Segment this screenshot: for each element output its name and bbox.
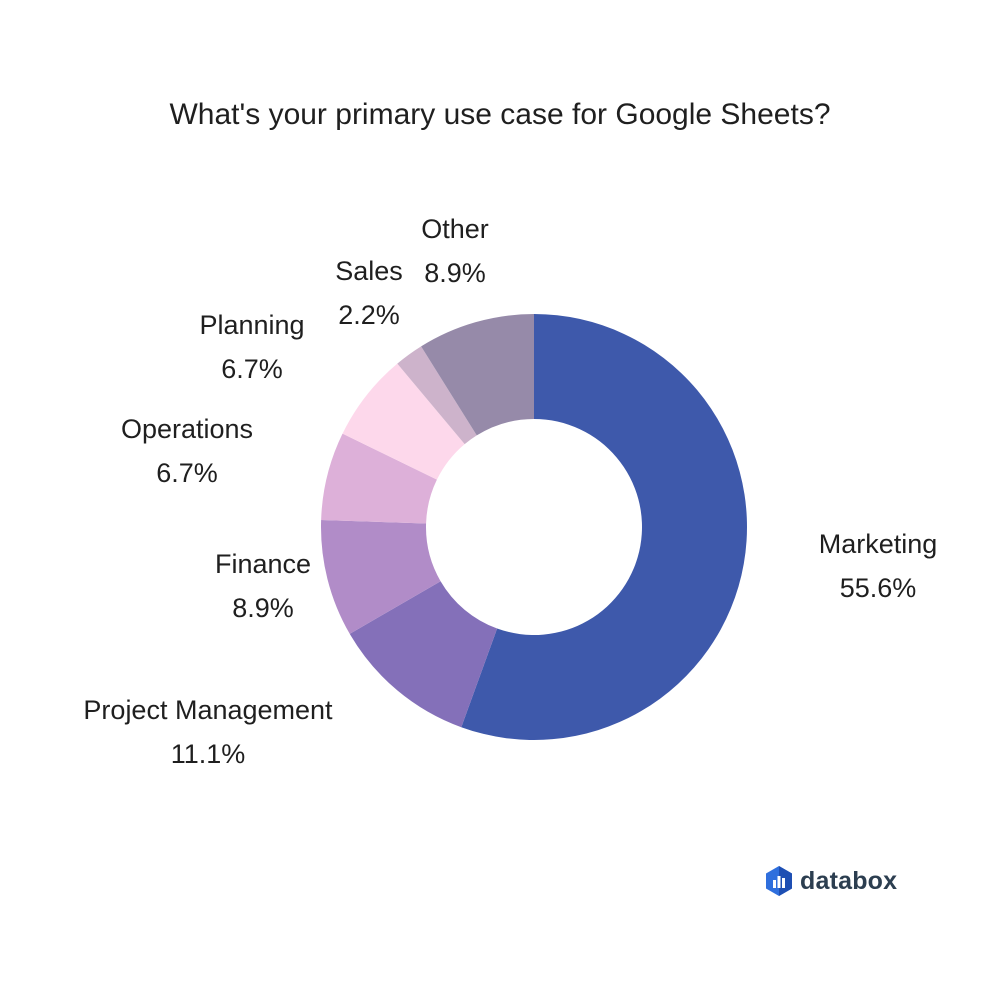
slice-label-marketing: Marketing 55.6% [819, 529, 938, 603]
slice-value-label: 6.7% [221, 354, 283, 384]
slice-other [421, 314, 534, 436]
slice-category-label: Planning [199, 310, 304, 340]
slice-sales [397, 346, 477, 445]
slice-operations [321, 433, 437, 524]
slice-value-label: 8.9% [424, 258, 486, 288]
slice-category-label: Finance [215, 549, 311, 579]
slice-value-label: 8.9% [232, 593, 294, 623]
slice-planning [342, 363, 465, 480]
slice-value-label: 55.6% [840, 573, 917, 603]
slice-value-label: 11.1% [171, 739, 246, 769]
databox-logo-icon [766, 866, 792, 896]
slice-label-operations: Operations 6.7% [121, 414, 253, 488]
slice-label-project-management: Project Management 11.1% [83, 695, 333, 769]
donut-slices [321, 314, 748, 740]
slice-labels: Marketing 55.6% Project Management 11.1% Fin… [83, 214, 937, 769]
slice-label-finance: Finance 8.9% [215, 549, 311, 623]
slice-label-other: Other 8.9% [421, 214, 489, 288]
brand-logo: databox [766, 866, 897, 896]
slice-value-label: 6.7% [156, 458, 218, 488]
slice-category-label: Project Management [83, 695, 333, 725]
slice-category-label: Sales [335, 256, 403, 286]
slice-value-label: 2.2% [338, 300, 400, 330]
chart-title: What's your primary use case for Google … [169, 98, 831, 131]
slice-project-management [349, 581, 498, 728]
slice-category-label: Operations [121, 414, 253, 444]
slice-marketing [461, 314, 748, 740]
slice-category-label: Other [421, 214, 489, 244]
slice-finance [321, 519, 441, 634]
brand-name: databox [800, 866, 898, 895]
slice-label-sales: Sales 2.2% [335, 256, 403, 330]
slice-label-planning: Planning 6.7% [199, 310, 304, 384]
slice-category-label: Marketing [819, 529, 938, 559]
